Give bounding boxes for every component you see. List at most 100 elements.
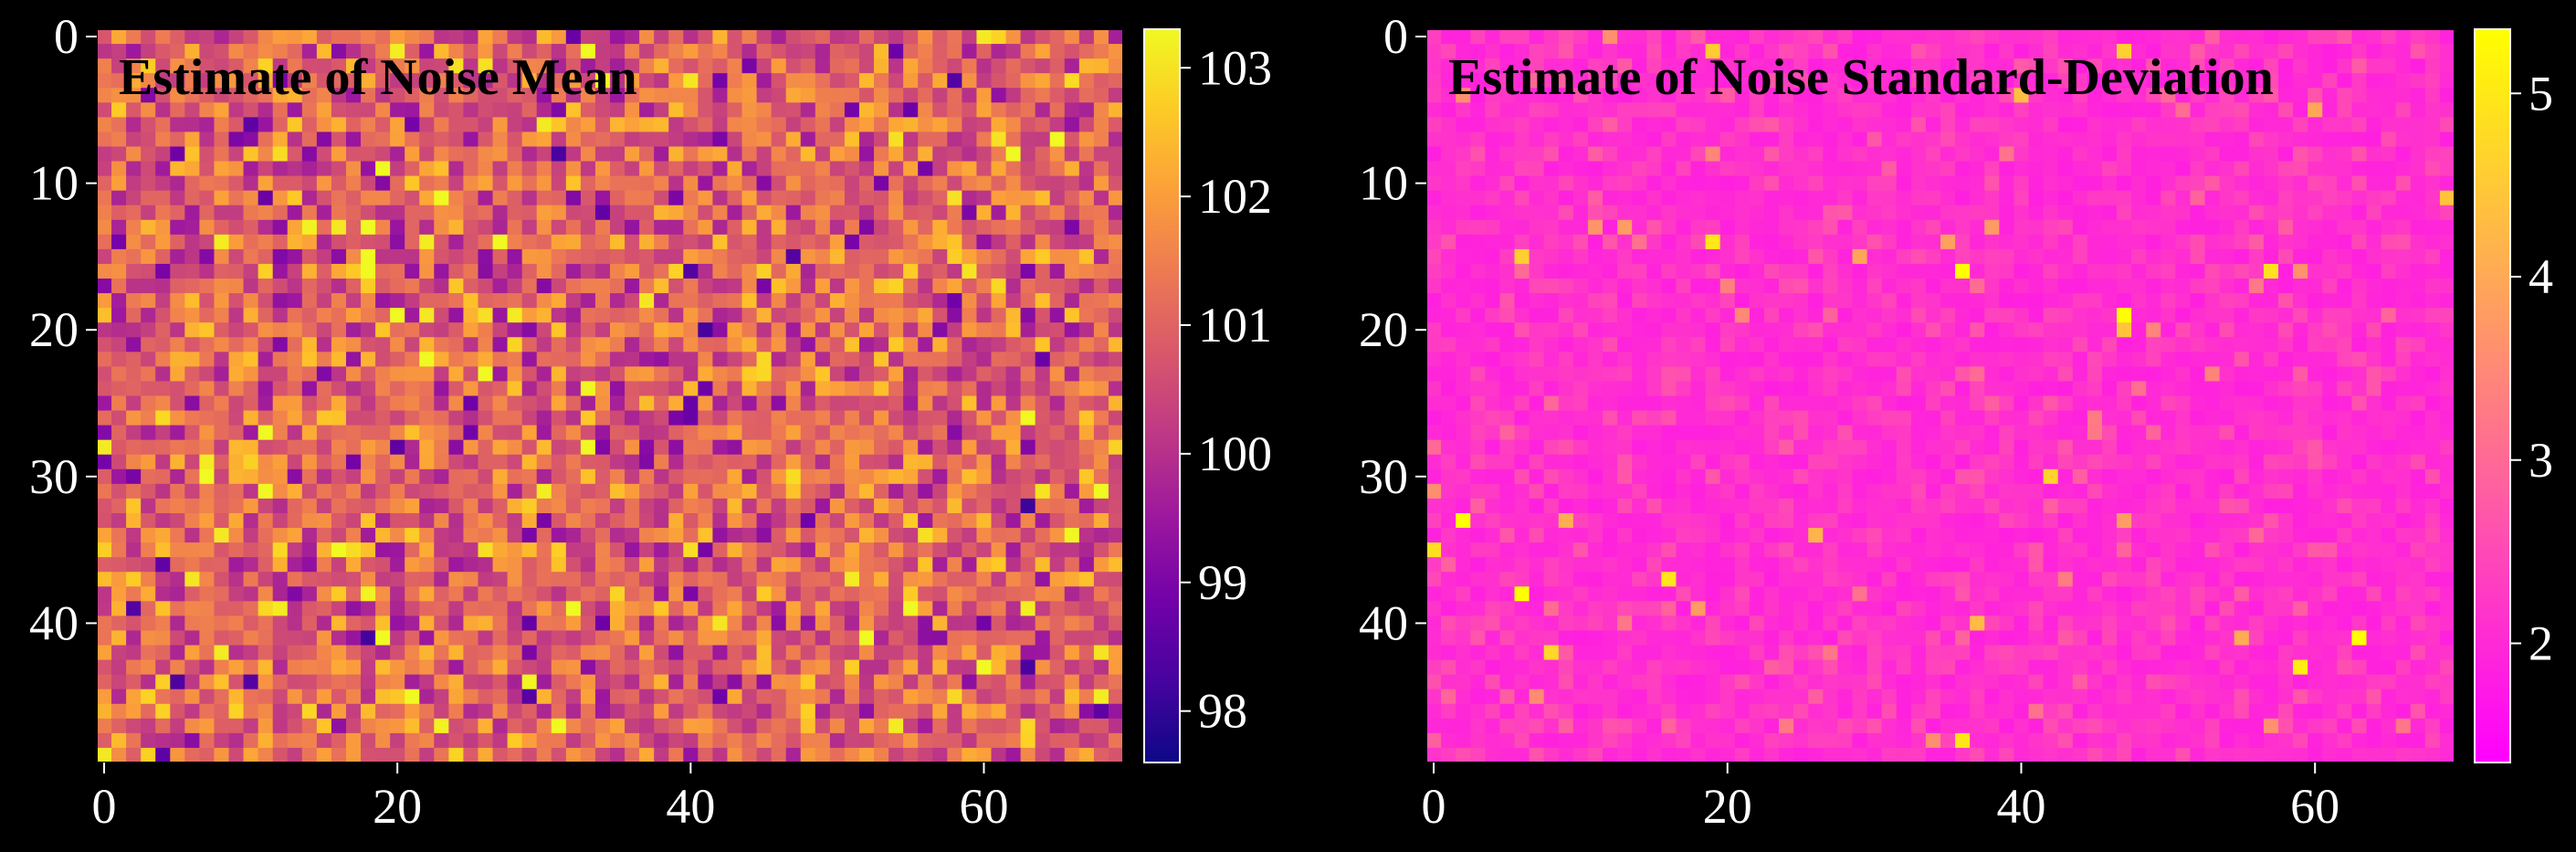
- heatmap-cell: [712, 410, 729, 426]
- heatmap-cell: [654, 234, 669, 250]
- heatmap-cell: [434, 58, 449, 74]
- heatmap-cell: [1690, 279, 1707, 294]
- heatmap-cell: [668, 674, 684, 690]
- heatmap-cell: [2277, 219, 2294, 236]
- heatmap-cell: [2131, 234, 2147, 250]
- heatmap-cell: [111, 512, 127, 529]
- heatmap-cell: [1852, 248, 1868, 265]
- heatmap-cell: [331, 586, 347, 602]
- heatmap-cell: [2277, 293, 2294, 309]
- heatmap-cell: [668, 205, 684, 221]
- heatmap-cell: [1984, 131, 2000, 148]
- heatmap-cell: [2263, 219, 2279, 236]
- heatmap-cell: [1005, 572, 1022, 587]
- heatmap-cell: [1763, 263, 1780, 279]
- heatmap-cell: [1572, 322, 1589, 338]
- heatmap-cell: [698, 337, 713, 352]
- heatmap-cell: [2351, 248, 2368, 265]
- heatmap-cell: [785, 219, 802, 236]
- heatmap-cell: [683, 557, 699, 573]
- heatmap-cell: [258, 190, 274, 206]
- heatmap-cell: [492, 586, 509, 602]
- heatmap-cell: [1005, 102, 1022, 118]
- heatmap-cell: [1078, 659, 1095, 676]
- heatmap-cell: [272, 219, 289, 236]
- heatmap-cell: [536, 263, 552, 279]
- heatmap-cell: [947, 146, 962, 163]
- heatmap-cell: [844, 190, 860, 206]
- heatmap-cell: [815, 293, 831, 309]
- heatmap-cell: [478, 747, 494, 763]
- heatmap-cell: [888, 468, 904, 485]
- heatmap-cell: [287, 58, 303, 74]
- heatmap-cell: [580, 674, 596, 690]
- heatmap-cell: [1587, 58, 1603, 74]
- heatmap-cell: [1970, 73, 1985, 89]
- heatmap-cell: [1690, 44, 1707, 59]
- heatmap-cell: [184, 131, 200, 148]
- heatmap-cell: [2190, 117, 2206, 133]
- heatmap-cell: [2410, 293, 2426, 309]
- heatmap-cell: [1661, 88, 1677, 103]
- heatmap-cell: [1705, 308, 1721, 323]
- heatmap-cell: [2204, 248, 2221, 265]
- heatmap-cell: [1925, 175, 1941, 192]
- heatmap-cell: [1808, 263, 1824, 279]
- heatmap-cell: [243, 410, 259, 426]
- heatmap-cell: [683, 88, 699, 103]
- heatmap-cell: [1690, 58, 1707, 74]
- heatmap-cell: [874, 44, 889, 59]
- heatmap-cell: [2161, 190, 2176, 206]
- heatmap-cell: [932, 703, 948, 720]
- heatmap-cell: [155, 732, 171, 749]
- heatmap-cell: [1881, 234, 1898, 250]
- heatmap-cell: [947, 88, 962, 103]
- heatmap-cell: [2337, 263, 2352, 279]
- heatmap-cell: [829, 572, 846, 587]
- heatmap-cell: [625, 366, 640, 383]
- noise-std-heatmap-cells: [1426, 29, 2455, 763]
- heatmap-cell: [1572, 219, 1589, 236]
- heatmap-cell: [405, 645, 420, 661]
- heatmap-cell: [698, 718, 713, 734]
- heatmap-cell: [1925, 88, 1941, 103]
- heatmap-cell: [126, 58, 142, 74]
- heatmap-cell: [228, 528, 245, 543]
- heatmap-cell: [2204, 73, 2221, 89]
- heatmap-cell: [316, 58, 332, 74]
- heatmap-cell: [97, 44, 112, 59]
- heatmap-cell: [243, 205, 259, 221]
- heatmap-cell: [1896, 263, 1912, 279]
- heatmap-cell: [712, 395, 729, 412]
- heatmap-cell: [1456, 102, 1471, 118]
- heatmap-cell: [1529, 161, 1545, 177]
- heatmap-cell: [228, 483, 245, 500]
- heatmap-cell: [1005, 29, 1022, 45]
- heatmap-cell: [1093, 131, 1109, 148]
- heatmap-cell: [918, 586, 933, 602]
- heatmap-cell: [316, 557, 332, 573]
- heatmap-cell: [2057, 279, 2074, 294]
- heatmap-cell: [243, 117, 259, 133]
- heatmap-cell: [345, 674, 362, 690]
- colorbar-tick-label: 102: [1198, 169, 1272, 224]
- heatmap-cell: [478, 572, 494, 587]
- heatmap-cell: [1064, 352, 1080, 367]
- heatmap-cell: [126, 146, 142, 163]
- heatmap-cell: [1837, 234, 1854, 250]
- heatmap-cell: [1093, 366, 1109, 383]
- heatmap-cell: [478, 659, 494, 676]
- heatmap-cell: [1661, 205, 1677, 221]
- heatmap-cell: [507, 542, 523, 558]
- heatmap-cell: [668, 586, 684, 602]
- heatmap-cell: [1779, 73, 1794, 89]
- heatmap-cell: [874, 190, 889, 206]
- heatmap-cell: [1617, 322, 1633, 338]
- heatmap-cell: [1646, 219, 1662, 236]
- heatmap-cell: [331, 659, 347, 676]
- heatmap-cell: [2248, 234, 2265, 250]
- heatmap-cell: [829, 161, 846, 177]
- heatmap-cell: [2146, 175, 2161, 192]
- heatmap-cell: [1852, 175, 1868, 192]
- heatmap-cell: [727, 454, 743, 470]
